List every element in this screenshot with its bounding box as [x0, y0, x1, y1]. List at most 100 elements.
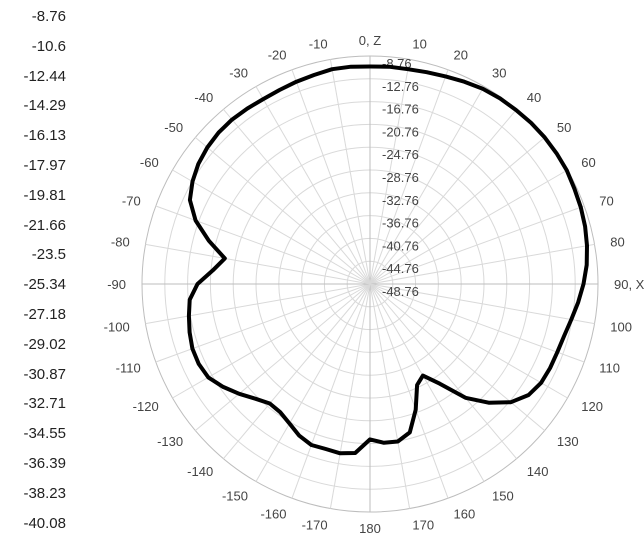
series-point — [582, 283, 585, 285]
series-point — [196, 283, 199, 285]
series-point — [194, 219, 197, 222]
angular-tick-label: -160 — [260, 506, 286, 521]
series-point — [224, 257, 226, 260]
series-point — [197, 363, 200, 365]
color-scale-label: -19.81 — [23, 186, 66, 204]
series-point — [246, 107, 248, 110]
grid-spoke — [369, 283, 568, 399]
grid-spoke — [172, 169, 371, 285]
color-scale-label: -10.6 — [31, 37, 66, 55]
radial-tick-label: -20.76 — [382, 124, 419, 139]
grid-spoke — [369, 205, 585, 285]
grid-spoke — [369, 283, 595, 325]
angular-tick-label: -40 — [194, 90, 213, 105]
color-scale-label: -36.39 — [23, 455, 66, 472]
radial-tick-label: -40.76 — [382, 238, 419, 253]
angular-tick-label: 170 — [412, 517, 434, 532]
series-point — [197, 163, 200, 165]
series-point — [543, 136, 546, 139]
grid-spoke — [329, 59, 371, 285]
series-point — [339, 452, 341, 455]
color-scale-label: -8.76 — [31, 8, 66, 25]
grid-spoke — [255, 283, 371, 482]
grid-spoke — [369, 283, 517, 460]
series-point — [231, 118, 233, 121]
color-scale-label: -38.23 — [23, 484, 66, 502]
angular-tick-label: -90 — [107, 277, 126, 292]
radial-tick-label: -36.76 — [382, 216, 419, 231]
color-scale-label: -25.34 — [23, 276, 66, 294]
series-point — [530, 122, 532, 124]
series-point — [369, 65, 371, 68]
angular-tick-label: 130 — [557, 434, 579, 449]
color-scale-label: -27.18 — [23, 306, 66, 323]
series-point — [238, 393, 240, 395]
grid-spoke — [145, 283, 371, 325]
radial-tick-label: -48.76 — [382, 284, 419, 299]
angular-tick-label: -140 — [187, 464, 213, 479]
series-point — [279, 411, 282, 414]
grid-spoke — [369, 169, 568, 285]
series-point — [254, 397, 257, 400]
series-point — [310, 444, 313, 446]
series-point — [481, 87, 484, 90]
series-point — [570, 318, 573, 321]
grid-spoke — [369, 137, 546, 285]
series-point — [331, 68, 333, 70]
color-scale-legend: -8.76 -10.6 -12.44 -14.29 -16.13 -17.97 -19.81… — [0, 0, 66, 547]
series-point — [499, 97, 501, 100]
grid-spoke — [369, 283, 585, 363]
series-point — [208, 240, 210, 242]
series-point — [188, 331, 191, 334]
grid-spoke — [369, 283, 449, 499]
color-scale-label: -12.44 — [23, 67, 66, 85]
color-scale-label: -34.55 — [23, 425, 66, 443]
series-point — [354, 452, 357, 454]
series-point — [425, 71, 428, 73]
series-point — [222, 386, 224, 388]
color-scale-label: -21.66 — [23, 216, 66, 234]
grid-spoke — [194, 137, 371, 285]
grid-spoke — [255, 86, 371, 285]
series-point — [549, 367, 551, 369]
grid-spoke — [369, 283, 411, 509]
color-scale-label: -32.71 — [23, 395, 66, 413]
angular-tick-label: 50 — [557, 120, 571, 135]
angular-tick-label: 110 — [599, 361, 620, 376]
angular-tick-label: -170 — [302, 517, 328, 532]
series-point — [580, 206, 582, 209]
series-point — [383, 442, 385, 444]
series-point — [262, 98, 265, 100]
series-point — [409, 431, 411, 434]
angular-tick-label: -110 — [116, 361, 141, 376]
series-point — [350, 65, 352, 68]
color-scale-label: -29.02 — [23, 335, 66, 353]
grid-spoke — [172, 283, 371, 399]
radial-tick-labels: -8.76-12.76-16.76-20.76-24.76-28.76-32.7… — [382, 56, 419, 299]
angular-tick-label: 20 — [454, 48, 468, 63]
grid-spoke — [329, 283, 371, 509]
angular-tick-label: -50 — [164, 120, 183, 135]
color-scale-label: -30.87 — [23, 365, 66, 383]
series-point — [540, 382, 542, 384]
grid-spoke — [369, 59, 411, 285]
series-point — [577, 301, 579, 304]
series-point — [555, 152, 558, 155]
angular-tick-label: 120 — [581, 399, 603, 414]
angular-tick-label: 100 — [610, 319, 632, 334]
angular-tick-label: -80 — [111, 235, 130, 250]
angular-tick-label: -100 — [104, 319, 130, 334]
pattern-trace — [186, 64, 589, 456]
series-point — [584, 225, 586, 228]
grid-spoke — [369, 243, 595, 285]
series-point — [313, 74, 315, 76]
radial-tick-label: -12.76 — [382, 79, 419, 94]
angular-tick-label: -30 — [229, 66, 248, 81]
radial-tick-label: -24.76 — [382, 147, 419, 162]
series-point — [464, 397, 467, 399]
series-point — [439, 382, 441, 385]
radial-tick-label: -44.76 — [382, 261, 419, 276]
angular-tick-label: -150 — [222, 488, 248, 503]
